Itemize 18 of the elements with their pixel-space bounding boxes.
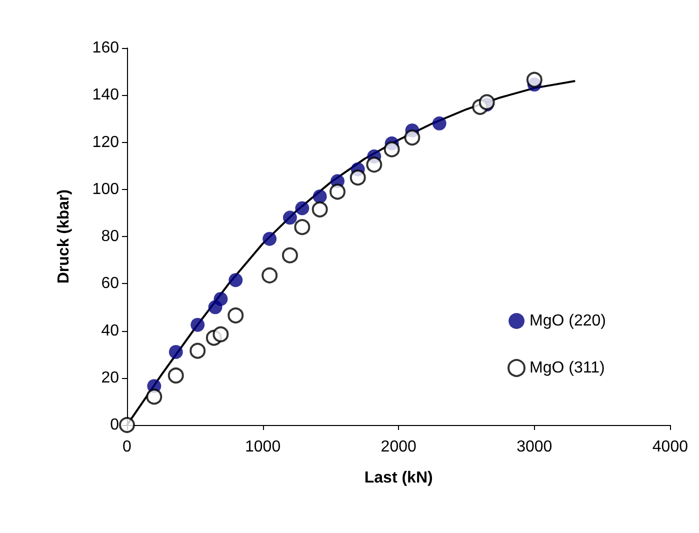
legend-label: MgO (311) (530, 360, 605, 376)
x-tick-label: 3000 (516, 438, 552, 456)
y-tick-label: 60 (101, 275, 120, 292)
x-tick-label: 4000 (652, 438, 688, 456)
x-tick-label: 0 (122, 438, 132, 456)
y-tick-label: 160 (92, 40, 120, 56)
y-tick-label: 140 (92, 86, 120, 104)
x-tick-label: 1000 (245, 438, 281, 456)
x-axis-title: Last (kN) (364, 470, 433, 486)
y-tick-label: 40 (101, 322, 120, 340)
x-tick-label: 2000 (380, 438, 416, 456)
y-tick-label: 20 (101, 369, 120, 386)
y-tick-label: 120 (92, 134, 120, 151)
y-axis-title: Druck (kbar) (56, 189, 72, 284)
y-tick-label: 0 (110, 416, 120, 434)
y-tick-label: 80 (101, 228, 120, 245)
y-tick-label: 100 (92, 180, 120, 198)
legend-label: MgO (220) (530, 312, 606, 330)
